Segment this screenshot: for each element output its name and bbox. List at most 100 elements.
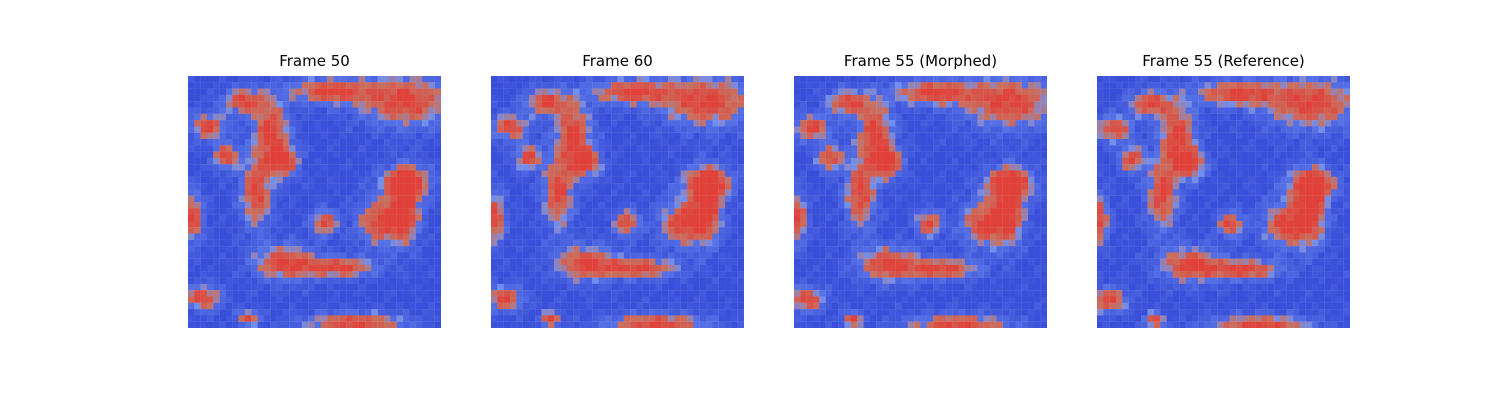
pixel-cell xyxy=(346,309,353,316)
pixel-cell xyxy=(706,164,713,171)
pixel-cell xyxy=(649,132,656,140)
pixel-cell xyxy=(1261,94,1268,102)
pixel-cell xyxy=(244,94,252,102)
pixel-cell xyxy=(579,246,587,253)
pixel-cell xyxy=(371,126,378,133)
pixel-cell xyxy=(434,195,441,203)
pixel-cell xyxy=(642,246,650,253)
pixel-cell xyxy=(844,252,852,259)
pixel-cell xyxy=(718,258,726,266)
pixel-cell xyxy=(422,82,429,89)
pixel-cell xyxy=(668,233,675,240)
pixel-cell xyxy=(566,113,574,121)
pixel-cell xyxy=(346,315,353,322)
pixel-cell xyxy=(630,277,637,285)
pixel-cell xyxy=(630,132,637,140)
pixel-cell xyxy=(491,113,498,121)
pixel-cell xyxy=(497,189,504,196)
pixel-cell xyxy=(509,283,517,291)
pixel-cell xyxy=(1021,120,1029,127)
pixel-cell xyxy=(806,315,814,322)
pixel-cell xyxy=(725,302,732,310)
pixel-cell xyxy=(907,157,915,165)
pixel-cell xyxy=(888,246,896,253)
pixel-cell xyxy=(434,157,441,165)
pixel-cell xyxy=(327,208,334,215)
pixel-cell xyxy=(522,126,530,133)
pixel-cell xyxy=(346,157,353,165)
pixel-cell xyxy=(497,107,504,114)
pixel-cell xyxy=(592,214,599,222)
pixel-cell xyxy=(863,88,871,96)
pixel-cell xyxy=(308,195,315,203)
pixel-cell xyxy=(320,170,328,177)
pixel-cell xyxy=(996,283,1003,291)
pixel-cell xyxy=(794,296,801,303)
pixel-cell xyxy=(554,283,561,291)
pixel-cell xyxy=(964,208,972,215)
pixel-cell xyxy=(491,139,498,146)
pixel-cell xyxy=(566,265,574,272)
pixel-cell xyxy=(914,227,921,234)
pixel-cell xyxy=(800,189,807,196)
pixel-cell xyxy=(914,309,921,316)
pixel-cell xyxy=(693,189,700,196)
pixel-cell xyxy=(725,107,732,114)
pixel-cell xyxy=(434,113,441,121)
pixel-cell xyxy=(320,227,328,234)
pixel-cell xyxy=(1337,88,1344,96)
pixel-cell xyxy=(358,132,366,140)
pixel-cell xyxy=(977,277,984,285)
pixel-cell xyxy=(1305,82,1313,89)
pixel-cell xyxy=(194,139,201,146)
pixel-cell xyxy=(1002,252,1010,259)
pixel-cell xyxy=(560,183,568,190)
pixel-cell xyxy=(1002,88,1010,96)
pixel-cell xyxy=(547,183,555,190)
pixel-cell xyxy=(888,76,896,83)
pixel-cell xyxy=(547,189,555,196)
pixel-cell xyxy=(617,120,624,127)
pixel-cell xyxy=(794,151,801,159)
pixel-cell xyxy=(327,145,334,152)
pixel-cell xyxy=(674,88,681,96)
pixel-cell xyxy=(371,76,378,83)
pixel-cell xyxy=(718,132,726,140)
pixel-cell xyxy=(964,290,972,297)
pixel-cell xyxy=(522,252,530,259)
pixel-cell xyxy=(333,151,340,159)
pixel-cell xyxy=(863,183,871,190)
pixel-cell xyxy=(731,113,738,121)
pixel-cell xyxy=(428,183,435,190)
pixel-cell xyxy=(718,296,726,303)
pixel-cell xyxy=(384,88,391,96)
pixel-cell xyxy=(680,252,688,259)
pixel-cell xyxy=(914,220,921,228)
pixel-cell xyxy=(194,202,201,209)
pixel-cell xyxy=(680,271,688,278)
pixel-cell xyxy=(1028,176,1035,184)
pixel-cell xyxy=(674,157,681,165)
pixel-cell xyxy=(403,101,410,108)
pixel-cell xyxy=(598,145,605,152)
pixel-cell xyxy=(225,176,233,184)
pixel-cell xyxy=(952,252,959,259)
pixel-cell xyxy=(661,145,669,152)
pixel-cell xyxy=(971,195,978,203)
pixel-cell xyxy=(945,239,953,247)
pixel-cell xyxy=(1009,82,1016,89)
pixel-cell xyxy=(920,113,927,121)
pixel-cell xyxy=(901,157,908,165)
pixel-cell xyxy=(825,113,833,121)
pixel-cell xyxy=(509,157,517,165)
pixel-cell xyxy=(238,208,246,215)
pixel-cell xyxy=(244,302,252,310)
pixel-cell xyxy=(365,76,372,83)
pixel-cell xyxy=(352,94,359,102)
pixel-cell xyxy=(282,145,290,152)
pixel-cell xyxy=(428,271,435,278)
pixel-cell xyxy=(876,321,883,328)
pixel-cell xyxy=(238,315,246,322)
pixel-cell xyxy=(422,157,429,165)
pixel-cell xyxy=(200,101,208,108)
